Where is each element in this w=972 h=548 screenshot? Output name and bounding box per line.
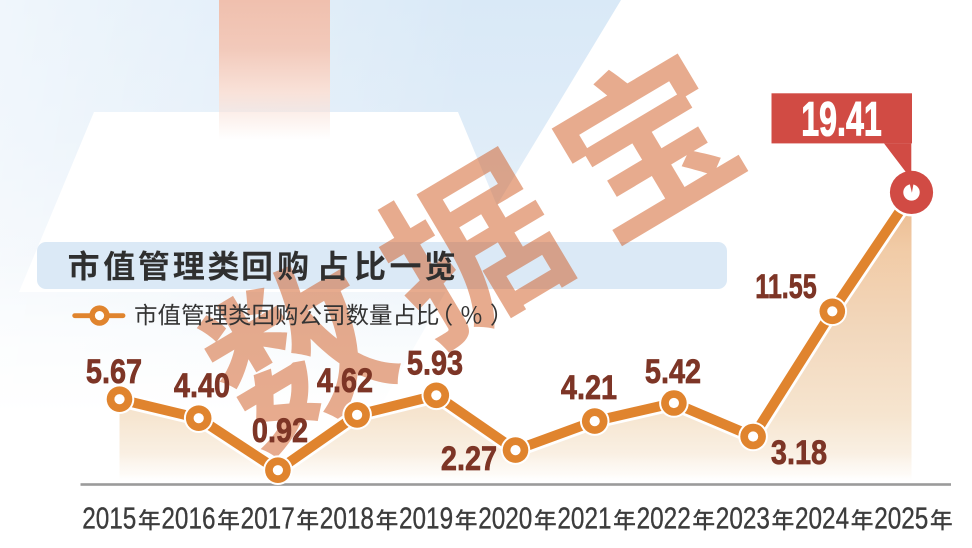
svg-text:2023: 2023: [716, 501, 770, 535]
svg-text:4.21: 4.21: [561, 368, 617, 407]
svg-text:2021: 2021: [557, 501, 611, 535]
svg-text:4.62: 4.62: [317, 361, 373, 400]
svg-text:19.41: 19.41: [801, 92, 881, 146]
svg-text:4.40: 4.40: [174, 366, 230, 405]
svg-text:2016: 2016: [161, 501, 215, 535]
svg-text:2020: 2020: [478, 501, 532, 535]
svg-text:5.67: 5.67: [86, 352, 142, 391]
svg-text:2015: 2015: [82, 501, 136, 535]
svg-text:2019: 2019: [399, 501, 453, 535]
svg-text:5.42: 5.42: [645, 352, 701, 391]
svg-text:3.18: 3.18: [771, 433, 827, 472]
svg-text:2022: 2022: [637, 501, 691, 535]
svg-text:2024: 2024: [795, 501, 849, 535]
svg-text:2.27: 2.27: [441, 439, 497, 478]
svg-text:2018: 2018: [320, 501, 374, 535]
svg-text:0.92: 0.92: [252, 411, 308, 450]
svg-text:5.93: 5.93: [407, 343, 463, 382]
svg-text:2025: 2025: [874, 501, 928, 535]
svg-text:2017: 2017: [241, 501, 295, 535]
svg-text:11.55: 11.55: [755, 269, 817, 307]
